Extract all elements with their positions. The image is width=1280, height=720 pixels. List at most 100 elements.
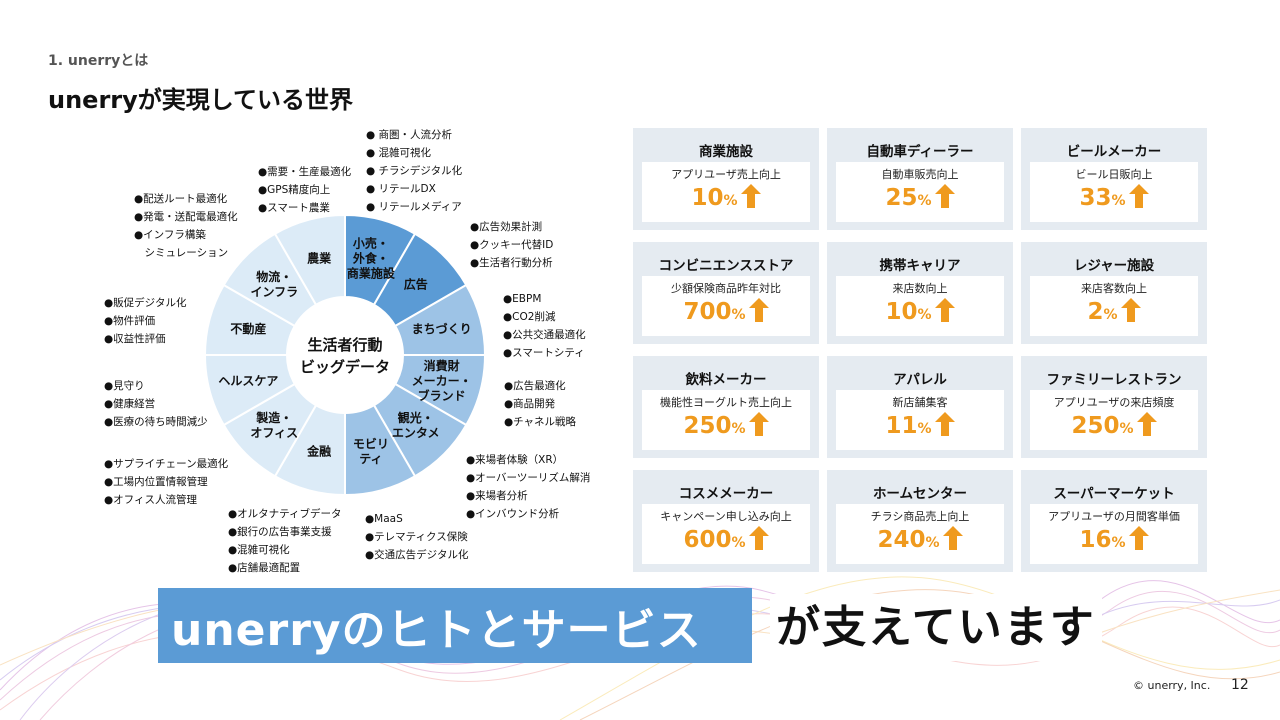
wheel-center <box>287 297 403 413</box>
case-card-number: 11 <box>885 413 918 439</box>
case-card-body: アプリユーザの来店頻度 250% <box>1030 390 1198 450</box>
case-card-metric: アプリユーザの来店頻度 <box>1053 396 1175 409</box>
case-card-number: 25 <box>885 185 918 211</box>
wheel-segment-label: 製造・ <box>255 410 292 425</box>
notes-town: ●EBPM ●CO2削減 ●公共交通最適化 ●スマートシティ <box>503 290 586 362</box>
case-card-number: 10 <box>885 299 918 325</box>
wheel-segment-label: 金融 <box>306 444 331 459</box>
case-card-title: レジャー施設 <box>1073 258 1155 274</box>
wheel-segment-label: 観光・ <box>398 410 434 425</box>
case-card-value: 25% <box>836 184 1004 211</box>
notes-realestate: ●販促デジタル化 ●物件評価 ●収益性評価 <box>104 294 186 348</box>
notes-health: ●見守り ●健康経営 ●医療の待ち時間減少 <box>104 377 208 431</box>
case-card-title: ファミリーレストラン <box>1046 372 1182 388</box>
note-item: ●来場者体験（XR） <box>466 454 564 466</box>
case-card-body: アプリユーザの月間客単価 16% <box>1030 504 1198 564</box>
case-card-metric: 少額保険商品昨年対比 <box>671 282 781 295</box>
up-arrow-icon <box>740 184 761 208</box>
case-card-value: 600% <box>642 526 810 553</box>
notes-logistics: ●配送ルート最適化 ●発電・送配電最適化 ●インフラ構築 シミュレーション <box>134 190 238 262</box>
case-card-number: 700 <box>683 299 732 325</box>
note-item: ●医療の待ち時間減少 <box>104 416 208 428</box>
note-item: ●CO2削減 <box>503 311 556 323</box>
note-item: ●テレマティクス保険 <box>365 531 468 543</box>
note-item: ●サプライチェーン最適化 <box>104 458 229 470</box>
section-label: 1. unerryとは <box>48 53 149 69</box>
wheel-segment-label: 不動産 <box>230 321 266 336</box>
case-card: アパレル 新店舗集客 11% <box>827 356 1013 458</box>
notes-mobility: ●MaaS ●テレマティクス保険 ●交通広告デジタル化 <box>365 510 468 564</box>
note-item: ● リテールDX <box>366 183 436 195</box>
note-item: ●オーバーツーリズム解消 <box>466 472 591 484</box>
case-card-title: 飲料メーカー <box>685 372 767 388</box>
case-card-title: スーパーマーケット <box>1053 486 1175 502</box>
case-card-value: 16% <box>1030 526 1198 553</box>
copyright: © unerry, Inc. <box>1133 679 1211 692</box>
case-card-title: ホームセンター <box>872 486 968 502</box>
notes-cpg: ●広告最適化 ●商品開発 ●チャネル戦略 <box>504 377 576 431</box>
note-item: ●広告効果計測 <box>470 221 543 233</box>
wheel-segment-label: 小売・ <box>353 235 389 250</box>
case-card-value: 240% <box>836 526 1004 553</box>
note-item: ● チラシデジタル化 <box>366 165 463 177</box>
note-item: ●収益性評価 <box>104 333 166 345</box>
up-arrow-icon <box>934 298 955 322</box>
case-card-value: 33% <box>1030 184 1198 211</box>
case-card: コスメメーカー キャンペーン申し込み向上 600% <box>633 470 819 572</box>
up-arrow-icon <box>942 526 963 550</box>
note-item: ●見守り <box>104 380 145 392</box>
case-card-title: 自動車ディーラー <box>866 144 974 160</box>
case-card-title: コンビニエンスストア <box>658 258 794 274</box>
note-item: ●交通広告デジタル化 <box>365 549 469 561</box>
wheel-segment-label: 消費財 <box>424 358 460 373</box>
wheel-segment-label: ブランド <box>418 388 466 403</box>
case-card-metric: 来店数向上 <box>892 282 948 295</box>
case-card-value: 2% <box>1030 298 1198 325</box>
case-card-unit: % <box>1119 421 1134 437</box>
up-arrow-icon <box>748 526 769 550</box>
wheel-segment-label: 広告 <box>404 276 428 291</box>
case-card-title: ビールメーカー <box>1066 144 1162 160</box>
headline-banner-tail: が支えています <box>770 594 1102 661</box>
wheel-segment-label: インフラ <box>250 285 298 299</box>
case-card-metric: 新店舗集客 <box>892 396 948 409</box>
case-card-number: 16 <box>1079 527 1112 553</box>
notes-manufacturing: ●サプライチェーン最適化 ●工場内位置情報管理 ●オフィス人流管理 <box>104 455 228 509</box>
case-card-metric: アプリユーザ売上向上 <box>671 168 781 181</box>
wheel-segment-label: 商業施設 <box>347 265 396 280</box>
note-item: ●EBPM <box>503 293 542 305</box>
case-card-unit: % <box>1111 193 1126 209</box>
wheel-center-label-line2: ビッグデータ <box>300 358 390 376</box>
note-item: ●発電・送配電最適化 <box>134 211 238 223</box>
banner-highlight-text: unerryのヒトとサービス <box>171 605 702 656</box>
case-card-body: 少額保険商品昨年対比 700% <box>642 276 810 336</box>
note-item: ●健康経営 <box>104 398 156 410</box>
case-card-unit: % <box>1103 307 1118 323</box>
case-card: 携帯キャリア 来店数向上 10% <box>827 242 1013 344</box>
wheel-center-label-line1: 生活者行動 <box>307 336 382 354</box>
notes-agri: ●需要・生産最適化 ●GPS精度向上 ●スマート農業 <box>258 163 351 217</box>
case-card-metric: 自動車販売向上 <box>881 168 959 181</box>
case-card-number: 250 <box>683 413 732 439</box>
case-card-unit: % <box>917 193 932 209</box>
notes-retail: ● 商圏・人流分析 ● 混雑可視化 ● チラシデジタル化 ● リテールDX ● … <box>366 126 462 216</box>
case-card-unit: % <box>731 535 746 551</box>
case-card-unit: % <box>1111 535 1126 551</box>
case-card-metric: 来店客数向上 <box>1081 282 1147 295</box>
case-card-title: アパレル <box>893 372 947 388</box>
page-title: unerryが実現している世界 <box>48 86 354 114</box>
case-card-metric: 機能性ヨーグルト売上向上 <box>660 396 792 409</box>
case-card-body: チラシ商品売上向上 240% <box>836 504 1004 564</box>
case-card-metric: チラシ商品売上向上 <box>870 510 970 523</box>
case-card-body: アプリユーザ売上向上 10% <box>642 162 810 222</box>
case-card-value: 10% <box>642 184 810 211</box>
wheel-segment-label: 農業 <box>307 250 332 265</box>
note-item: ●需要・生産最適化 <box>258 166 352 178</box>
case-card-body: 新店舗集客 11% <box>836 390 1004 450</box>
up-arrow-icon <box>1128 526 1149 550</box>
case-card-body: 自動車販売向上 25% <box>836 162 1004 222</box>
note-item: シミュレーション <box>134 247 229 259</box>
case-card: 自動車ディーラー 自動車販売向上 25% <box>827 128 1013 230</box>
case-card-unit: % <box>917 307 932 323</box>
up-arrow-icon <box>1120 298 1141 322</box>
